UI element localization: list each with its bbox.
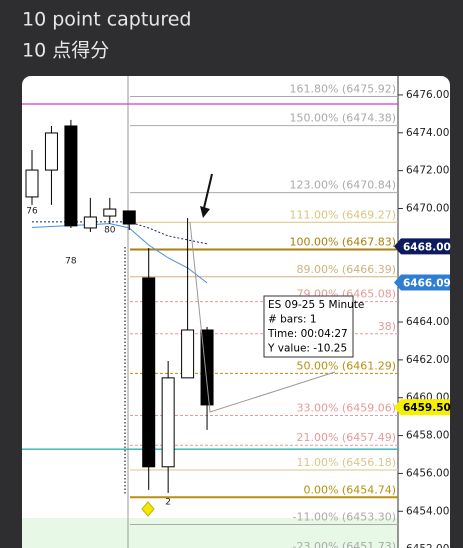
y-tick-label: 6454.00: [406, 505, 449, 517]
fib-label: -11.00% (6453.30): [293, 511, 396, 524]
y-tick-label: 6470.00: [406, 202, 449, 214]
candle-body: [83, 216, 97, 229]
candle-body: [103, 208, 117, 217]
tooltip-line: Y value: -10.25: [267, 343, 347, 355]
price-tag: [394, 238, 450, 255]
fib-label: 111.00% (6469.27): [289, 208, 396, 221]
price-tag-label: 6459.50: [403, 402, 451, 414]
fib-label: 33.00% (6459.06): [296, 402, 396, 415]
y-tick-label: 6476.00: [406, 89, 449, 101]
fib-label: 100.00% (6467.83): [289, 236, 396, 249]
price-tag-label: 6468.00: [403, 241, 451, 253]
tooltip-line: # bars: 1: [268, 314, 317, 326]
y-tick-label: 6458.00: [406, 430, 449, 442]
ma-line: [32, 221, 208, 245]
fib-label: 123.00% (6470.84): [289, 179, 396, 192]
candle-body: [200, 329, 214, 406]
candle-body: [142, 277, 156, 468]
y-tick-label: 6464.00: [406, 316, 449, 328]
price-tag: [394, 274, 450, 291]
bar-label: 80: [104, 225, 116, 235]
tooltip-line: Time: 00:04:27: [267, 328, 348, 340]
post-subtitle: 10 点得分: [22, 40, 109, 62]
fib-label: 50.00% (6461.29): [296, 359, 396, 372]
fib-label: 150.00% (6474.38): [289, 112, 396, 125]
y-tick-label: 6472.00: [406, 165, 449, 177]
fib-label: 38): [378, 320, 396, 333]
bar-label: 76: [26, 206, 38, 216]
fib-label: 21.00% (6457.49): [296, 431, 396, 444]
candle-body: [64, 125, 78, 227]
candle-body: [181, 329, 195, 379]
diamond-marker: [141, 501, 155, 517]
price-tag-label: 6466.09: [403, 277, 451, 289]
measure-line: [189, 221, 336, 413]
y-tick-label: 6474.00: [406, 127, 449, 139]
post-title: 10 point captured: [22, 9, 192, 31]
candle-body: [122, 210, 136, 225]
fib-label: -23.00% (6451.73): [293, 540, 396, 548]
price-tag: [394, 399, 450, 416]
fib-label: 11.00% (6456.18): [296, 456, 396, 469]
bar-label: 78: [65, 256, 77, 266]
arrow-head: [200, 206, 210, 218]
fib-label: 89.00% (6466.39): [296, 263, 396, 276]
y-tick-label: 6456.00: [406, 467, 449, 479]
arrow-shaft: [203, 173, 213, 209]
y-tick-label: 6462.00: [406, 354, 449, 366]
ma-line: [31, 223, 208, 284]
candle-body: [161, 377, 175, 468]
tooltip-box: [263, 295, 354, 358]
fib-label: 161.80% (6475.92): [289, 82, 396, 95]
candle-body: [25, 169, 39, 198]
y-tick-label: 6452.00: [406, 543, 449, 548]
zone: [22, 518, 398, 548]
chart-panel: [22, 76, 450, 548]
candle-body: [44, 132, 58, 171]
tooltip-line: ES 09-25 5 Minute: [268, 299, 364, 311]
bar-label: 2: [165, 497, 171, 507]
fib-label: 0.00% (6454.74): [303, 483, 396, 496]
